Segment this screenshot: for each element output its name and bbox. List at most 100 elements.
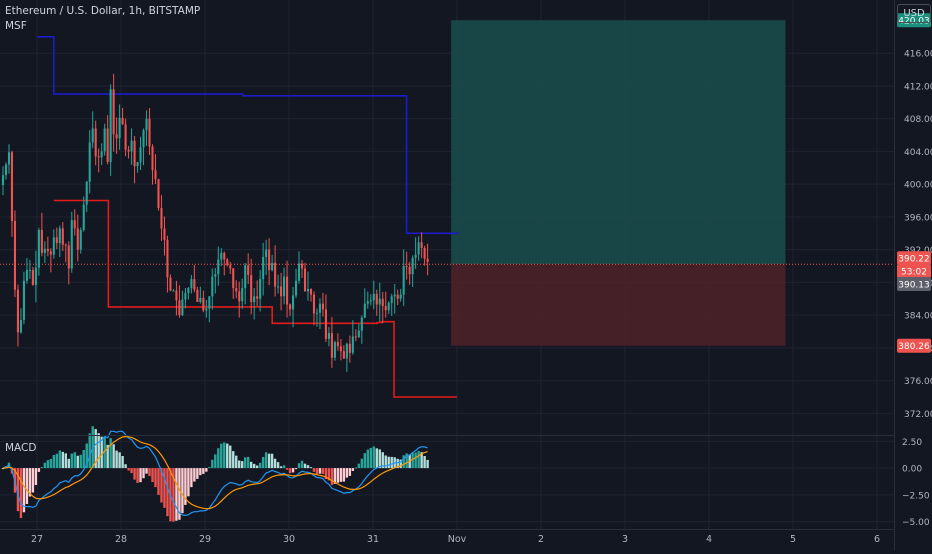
countdown-label-bg	[897, 264, 931, 279]
macd-histogram-bar	[103, 436, 106, 469]
macd-histogram-bar	[390, 456, 393, 469]
candle-body	[142, 130, 145, 148]
macd-histogram-bar	[342, 468, 346, 482]
candle-body	[178, 300, 181, 316]
currency-button[interactable]: USD	[897, 4, 931, 23]
macd-histogram-bar	[172, 468, 175, 522]
macd-histogram-bar	[396, 458, 399, 469]
macd-histogram-bar	[145, 468, 148, 474]
candle-body	[238, 291, 241, 302]
candle-body	[211, 276, 214, 297]
candle-body	[217, 259, 220, 275]
macd-histogram-bar	[76, 455, 79, 469]
macd-histogram-bar	[115, 450, 118, 469]
macd-histogram-bar	[324, 468, 328, 480]
candle-body	[277, 286, 280, 288]
macd-histogram-bar	[327, 468, 331, 481]
candle-body	[348, 343, 351, 353]
macd-histogram-bar	[354, 467, 358, 469]
candle-body	[49, 251, 52, 255]
time-axis[interactable]: 27 28 29 30 31 Nov 2 3 4 5 6	[31, 534, 880, 545]
time-tick-label: 30	[283, 534, 295, 545]
macd-histogram-bar	[223, 442, 226, 469]
candle-body	[363, 303, 366, 318]
candle-body	[268, 249, 271, 271]
candle-body	[46, 248, 49, 252]
candle-body	[259, 279, 262, 299]
macd-histogram-bar	[184, 468, 187, 505]
target-price-label-bg	[897, 13, 931, 28]
candle-body	[321, 303, 324, 310]
time-tick-label: 28	[115, 534, 127, 545]
candle-body	[324, 309, 327, 339]
msf-indicator-label[interactable]: MSF	[5, 20, 27, 32]
candle-body	[175, 290, 178, 301]
macd-histogram-bar	[28, 468, 32, 497]
macd-histogram-bar	[34, 468, 38, 486]
candle-body	[342, 351, 345, 359]
target-zone	[451, 20, 786, 265]
stop-zone	[451, 264, 786, 346]
macd-histogram-bar	[264, 452, 268, 469]
candle-body	[100, 151, 103, 158]
macd-histogram-bar	[291, 468, 295, 473]
macd-histogram-bar	[423, 455, 426, 469]
candle-body	[34, 267, 37, 285]
macd-histogram-bar	[384, 455, 387, 469]
price-tick-label: 412.00	[904, 82, 932, 92]
candle-body	[13, 221, 17, 290]
macd-histogram-bar	[109, 438, 112, 469]
candle-body	[318, 303, 322, 313]
price-tick-label: 376.00	[904, 377, 932, 387]
macd-histogram-bar	[273, 458, 277, 469]
candle-body	[420, 242, 423, 249]
candle-body	[208, 296, 211, 309]
macd-histogram-bar	[136, 468, 139, 483]
macd-histogram-bar	[55, 453, 59, 469]
candle-body	[187, 288, 190, 294]
candle-body	[91, 128, 94, 143]
candle-body	[61, 228, 64, 245]
macd-histogram-bar	[238, 460, 241, 469]
macd-tick-label: 2.50	[902, 438, 922, 448]
candle-body	[190, 279, 193, 289]
price-tick-label: 416.00	[904, 50, 932, 60]
macd-histogram-bar	[85, 443, 88, 469]
candle-body	[423, 248, 426, 259]
candle-body	[339, 346, 342, 352]
candle-body	[262, 257, 265, 280]
macd-indicator-label[interactable]: MACD	[5, 442, 37, 454]
candle-body	[28, 270, 31, 272]
macd-histogram-bar	[202, 468, 205, 474]
position-zones	[0, 20, 894, 346]
candle-body	[181, 299, 184, 316]
macd-histogram-bar	[252, 463, 256, 469]
candle-body	[16, 289, 19, 333]
macd-histogram-bar	[37, 468, 41, 472]
macd-histogram-bar	[375, 448, 378, 469]
candle-body	[265, 249, 268, 258]
candle-body	[426, 258, 429, 262]
price-line-label: 390.13	[898, 280, 930, 290]
macd-histogram-bar	[414, 452, 417, 469]
candle-body	[70, 220, 73, 269]
candle-body	[375, 293, 378, 305]
macd-histogram-bar	[211, 459, 214, 469]
macd-histogram-bar	[166, 468, 169, 517]
candle-body	[360, 317, 363, 331]
macd-histogram-bar	[163, 468, 166, 508]
macd-histogram-bar	[25, 468, 29, 505]
macd-panel	[1, 426, 429, 522]
last-price-label-bg	[897, 251, 931, 266]
symbol-title[interactable]: Ethereum / U.S. Dollar, 1h, BITSTAMP	[5, 5, 201, 17]
macd-histogram-bar	[31, 468, 35, 493]
candle-body	[232, 268, 235, 289]
candle-body	[1, 175, 5, 185]
countdown-label: 53:02	[901, 268, 927, 278]
macd-histogram-bar	[79, 454, 82, 469]
candle-body	[133, 140, 136, 167]
candle-body	[369, 300, 372, 302]
candle-body	[109, 89, 112, 163]
